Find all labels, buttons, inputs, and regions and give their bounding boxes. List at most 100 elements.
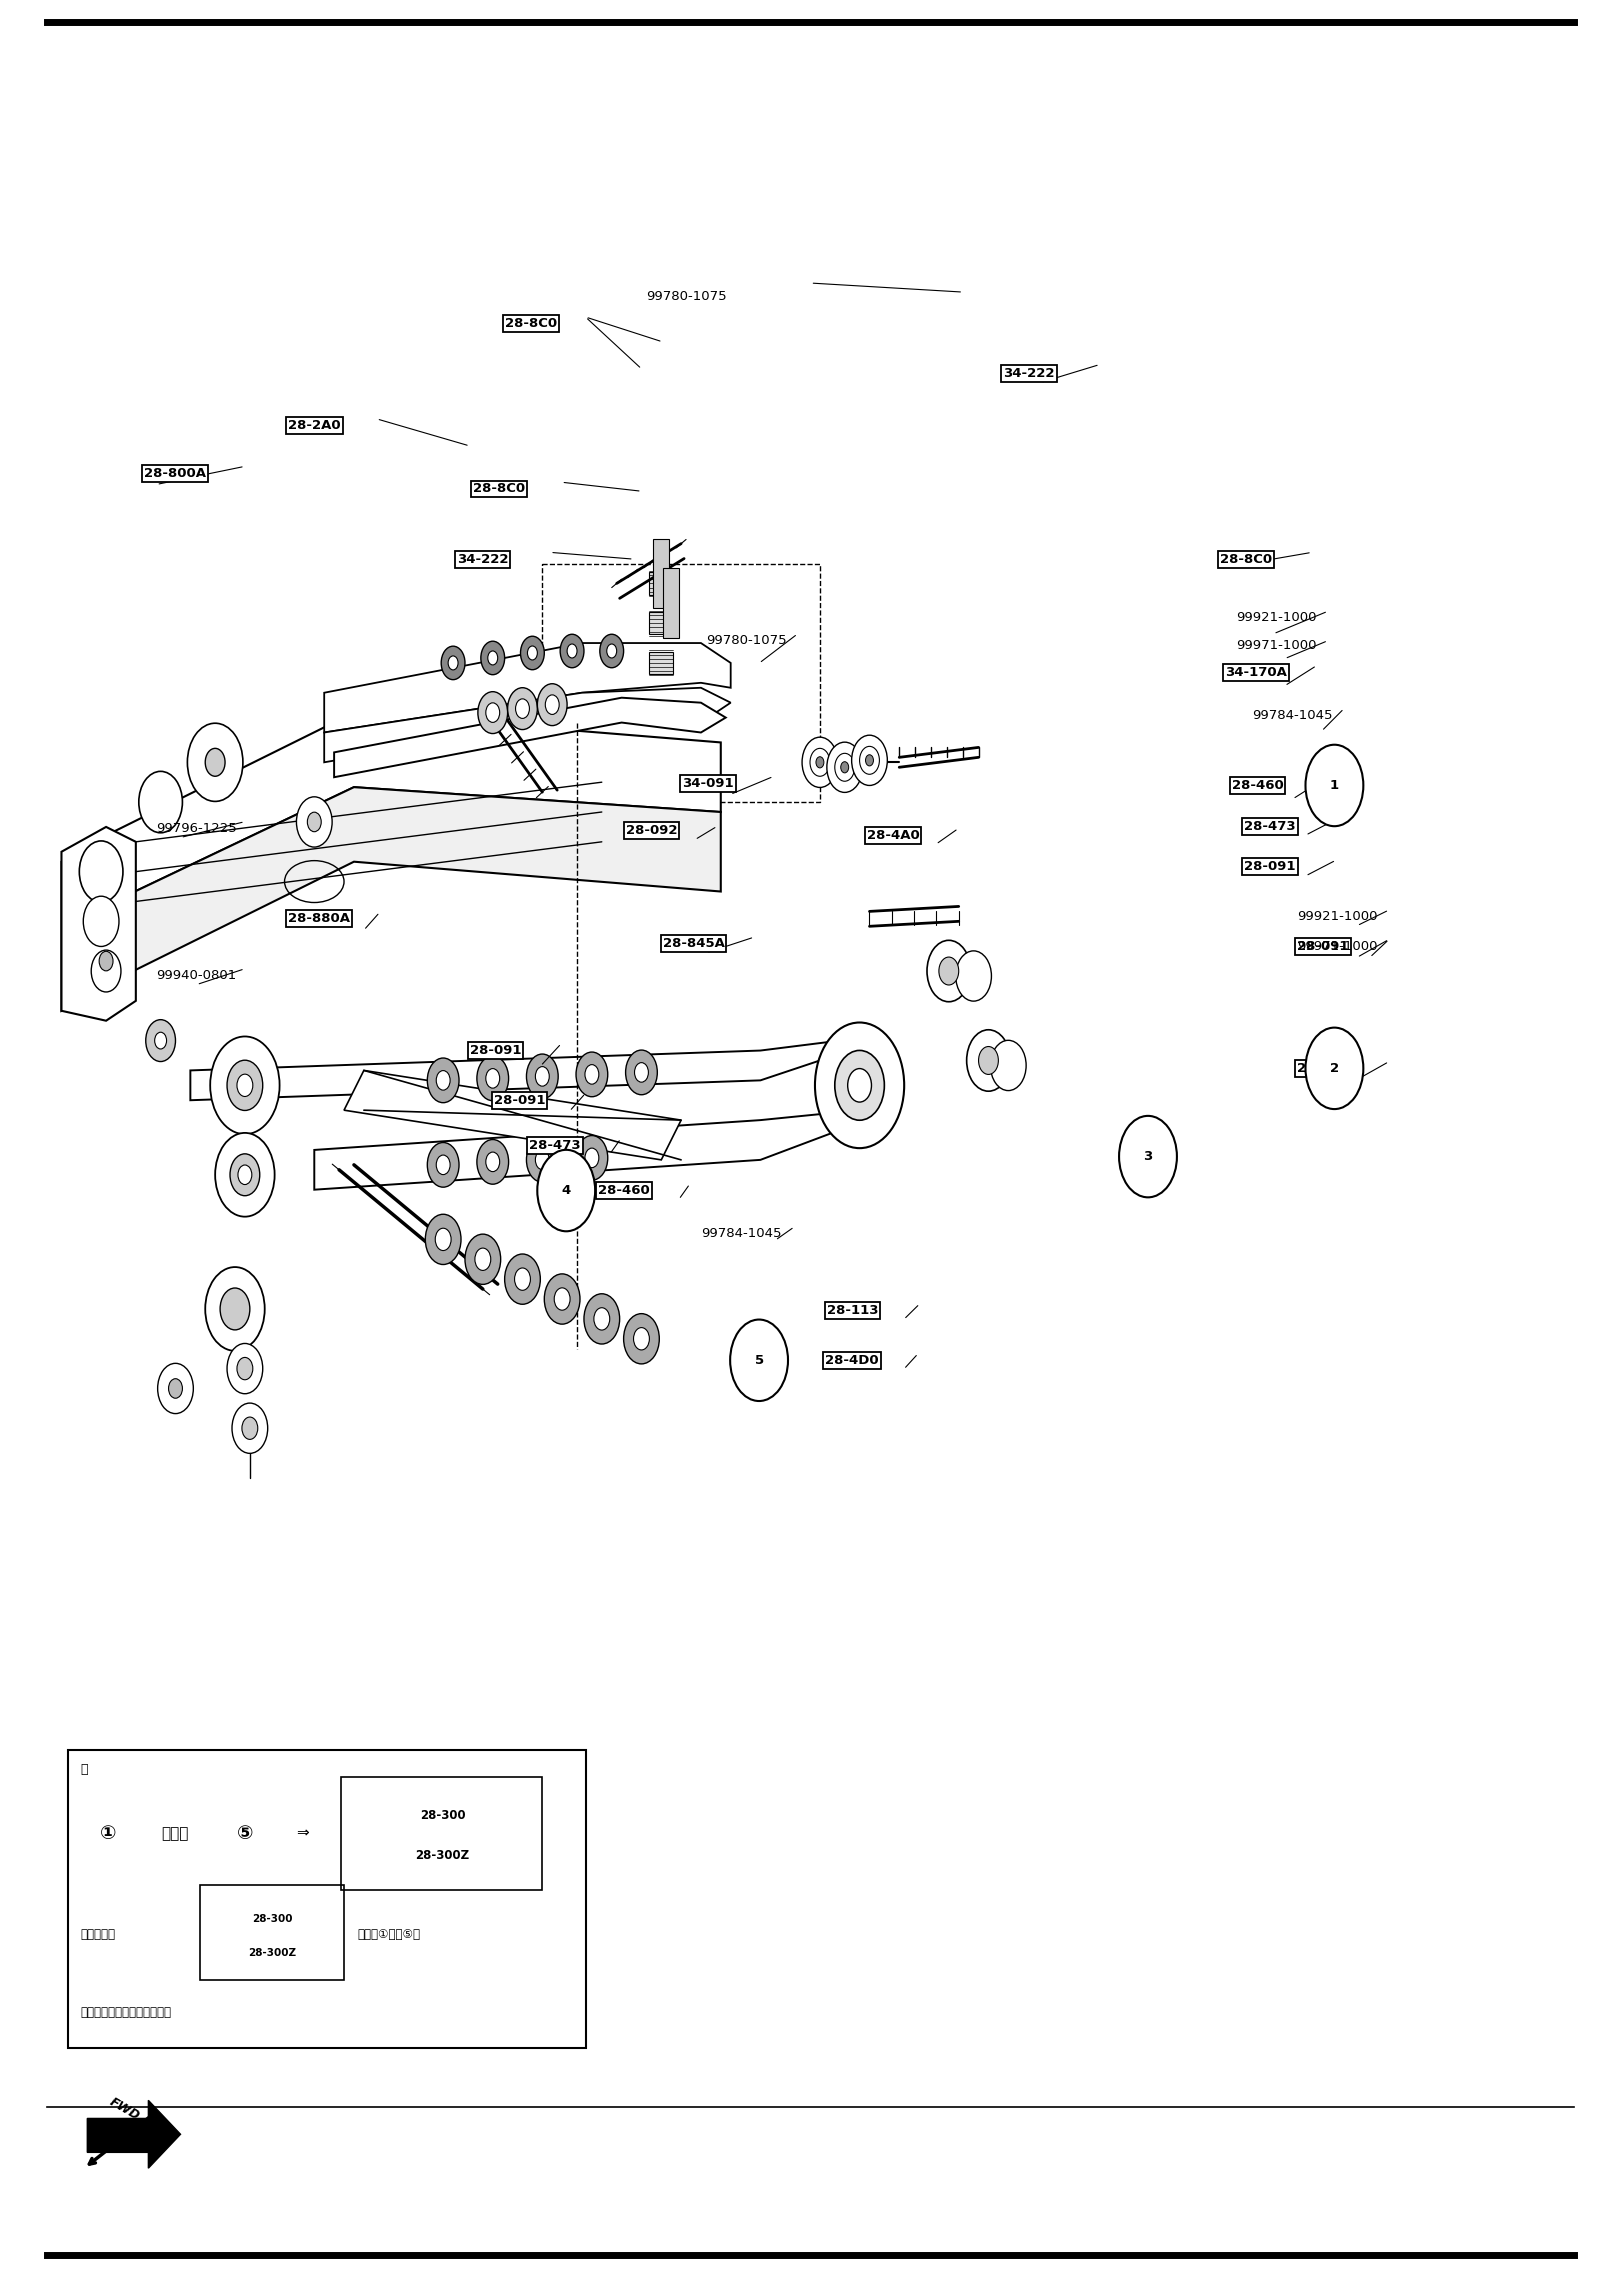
Text: 28-092: 28-092 (626, 824, 678, 838)
Text: 28-8C0: 28-8C0 (473, 483, 525, 496)
Circle shape (527, 647, 537, 660)
Text: は図番①から⑤の: は図番①から⑤の (357, 1929, 420, 1942)
Text: 99780-1075: 99780-1075 (707, 633, 786, 647)
Circle shape (428, 1143, 459, 1186)
Circle shape (139, 772, 183, 833)
Circle shape (567, 644, 577, 658)
Text: ⇒: ⇒ (297, 1826, 310, 1840)
Circle shape (488, 651, 498, 665)
Circle shape (810, 749, 830, 776)
Text: 注: 注 (81, 1762, 89, 1776)
Text: 5: 5 (754, 1355, 763, 1366)
Text: 28-091: 28-091 (494, 1093, 545, 1107)
Circle shape (527, 1054, 558, 1100)
Text: 34-222: 34-222 (457, 553, 509, 565)
Text: 1: 1 (1329, 779, 1339, 792)
Text: 99971-1000: 99971-1000 (1237, 638, 1316, 651)
Bar (68, 1749, 585, 2049)
Circle shape (939, 956, 958, 986)
Circle shape (238, 1166, 251, 1184)
Circle shape (428, 1059, 459, 1102)
Polygon shape (62, 842, 92, 1011)
Circle shape (242, 1416, 258, 1439)
Polygon shape (190, 1041, 840, 1100)
Circle shape (188, 724, 243, 802)
Circle shape (554, 1289, 571, 1309)
Polygon shape (663, 569, 679, 638)
Circle shape (634, 1327, 650, 1350)
Text: 28-8C0: 28-8C0 (1221, 553, 1272, 565)
Text: 28-800A: 28-800A (144, 467, 206, 480)
Circle shape (956, 952, 992, 1002)
Text: 品名コード: 品名コード (81, 1929, 115, 1942)
Text: 34-091: 34-091 (682, 776, 734, 790)
Text: 4: 4 (561, 1184, 571, 1198)
Text: 99940-0801: 99940-0801 (156, 970, 237, 981)
Circle shape (507, 688, 537, 729)
Text: 28-300Z: 28-300Z (415, 1849, 470, 1863)
Polygon shape (62, 827, 136, 1020)
Circle shape (815, 1022, 905, 1148)
Text: 99796-1225: 99796-1225 (156, 822, 237, 836)
Circle shape (1305, 1027, 1363, 1109)
Text: 2: 2 (1329, 1061, 1339, 1075)
Circle shape (206, 749, 225, 776)
Circle shape (465, 1234, 501, 1284)
Text: 28-091: 28-091 (470, 1043, 522, 1057)
Text: 28-091: 28-091 (1297, 940, 1349, 952)
Circle shape (606, 644, 616, 658)
Circle shape (227, 1343, 263, 1394)
Circle shape (802, 738, 838, 788)
Text: 34-170A: 34-170A (1225, 665, 1287, 679)
Circle shape (237, 1075, 253, 1098)
Circle shape (593, 1307, 609, 1330)
Circle shape (486, 1152, 499, 1173)
Circle shape (561, 635, 584, 667)
Circle shape (211, 1036, 279, 1134)
Circle shape (1118, 1116, 1177, 1198)
Circle shape (232, 1403, 267, 1453)
Circle shape (514, 1268, 530, 1291)
Circle shape (575, 1136, 608, 1179)
Circle shape (1305, 745, 1363, 827)
Circle shape (478, 692, 507, 733)
Circle shape (146, 1020, 175, 1061)
Polygon shape (650, 572, 673, 594)
Circle shape (966, 1029, 1010, 1091)
Polygon shape (650, 613, 673, 635)
Circle shape (626, 1050, 658, 1095)
Circle shape (79, 840, 123, 902)
Circle shape (477, 1138, 509, 1184)
Circle shape (848, 1068, 872, 1102)
Text: 28-4B0: 28-4B0 (1297, 1061, 1350, 1075)
Polygon shape (653, 540, 669, 608)
Circle shape (475, 1248, 491, 1271)
Text: FWD: FWD (107, 2095, 141, 2122)
Circle shape (827, 742, 862, 792)
Circle shape (927, 940, 971, 1002)
Circle shape (859, 747, 880, 774)
Bar (543, 562, 820, 802)
Text: 99784-1045: 99784-1045 (1253, 708, 1332, 722)
Text: ⑤: ⑤ (237, 1824, 253, 1842)
Circle shape (83, 897, 118, 947)
Circle shape (486, 1068, 499, 1088)
Polygon shape (92, 788, 721, 990)
Circle shape (91, 950, 122, 993)
Text: ・・・: ・・・ (160, 1826, 188, 1840)
Bar (199, 1885, 344, 1981)
Circle shape (425, 1214, 460, 1264)
Circle shape (584, 1293, 619, 1343)
Circle shape (851, 735, 887, 786)
Circle shape (545, 1273, 580, 1325)
Text: 99784-1045: 99784-1045 (702, 1227, 781, 1241)
Circle shape (990, 1041, 1026, 1091)
Circle shape (481, 642, 504, 674)
Text: 28-300: 28-300 (420, 1808, 465, 1822)
Polygon shape (88, 2099, 180, 2168)
Circle shape (835, 754, 854, 781)
Circle shape (436, 1227, 451, 1250)
Text: 28-4D0: 28-4D0 (825, 1355, 879, 1366)
Text: 28-4A0: 28-4A0 (867, 829, 919, 842)
Circle shape (220, 1289, 250, 1330)
